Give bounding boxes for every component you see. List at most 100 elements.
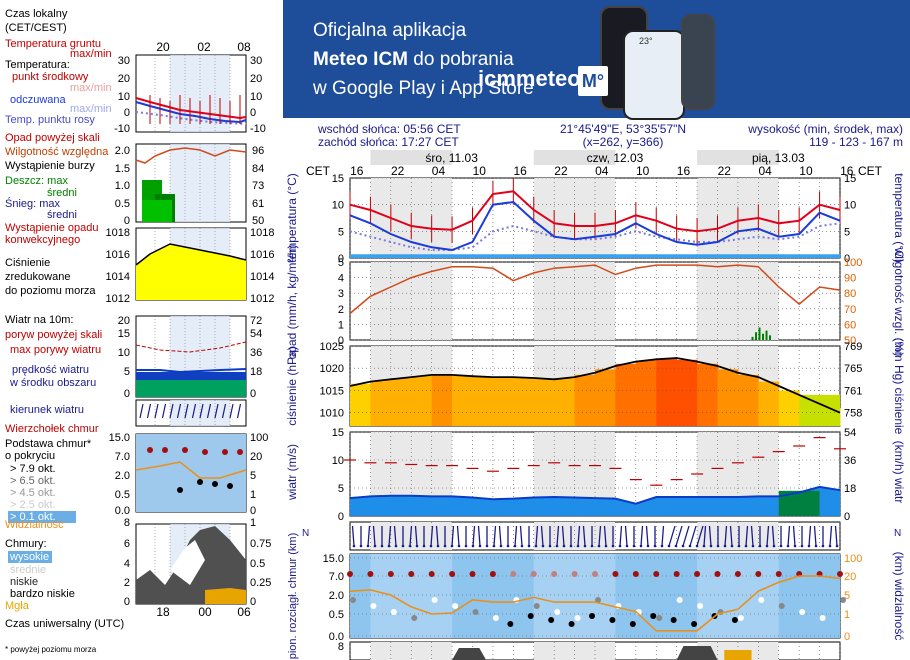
cloud-base-dot: [472, 609, 479, 615]
wind-direction-dot: [751, 544, 755, 548]
legend-wind-arrow: [199, 403, 204, 419]
legend-precip-tick-left: 0: [124, 215, 130, 227]
legend-text-8: max/min: [70, 103, 112, 115]
temp-tick-left: 0: [338, 253, 344, 265]
wind-direction-arrow: [472, 525, 476, 547]
sunset-text: zachód słońca: 17:27 CET: [318, 135, 459, 149]
legend-temp-tick-left: 30: [118, 55, 130, 67]
humidity-axis-label: wilgotność wzgl. (%): [892, 247, 906, 357]
wind-direction-arrow: [435, 525, 439, 547]
cloud-axis-label: pion. rozciągł. chmur (km): [287, 533, 299, 660]
app-promo-banner[interactable]: Oficjalna aplikacja Meteo ICM do pobrani…: [283, 0, 910, 120]
cloud-base-dot: [350, 597, 356, 603]
cloud-top-dot: [714, 571, 721, 577]
wind-direction-dot: [835, 544, 839, 548]
legend-dew-line: [135, 111, 247, 125]
legend-cover-white: [170, 540, 205, 585]
wind-direction-arrow: [771, 525, 775, 547]
legend-text-39: średnie: [10, 564, 46, 576]
humidity-tick-right: 50: [844, 335, 856, 347]
wind-tick-right: 36: [844, 455, 856, 467]
wind-direction-dot: [541, 544, 545, 548]
cloud-tick-left: 7.0: [329, 571, 344, 583]
wind-direction-dot: [723, 544, 727, 548]
cloud-top-dot: [571, 571, 578, 577]
wind-tick-right: 0: [844, 511, 850, 523]
legend-wind-tick-right: 0: [250, 388, 256, 400]
hour-tick-label: 22: [718, 164, 732, 178]
cloud-low-dot: [609, 617, 616, 623]
legend-text-3: max/min: [70, 48, 112, 60]
legend-temp-tick-right: -10: [250, 123, 266, 135]
legend-text-21: do poziomu morza: [5, 285, 96, 297]
wind-tick-left: 15: [332, 427, 344, 439]
legend-wind-arrow: [169, 403, 174, 419]
legend-wind-tick-right: 54: [250, 328, 262, 340]
wind-direction-dot: [380, 544, 384, 548]
wind-direction-dot: [772, 544, 776, 548]
wind-direction-dot: [436, 544, 440, 548]
wind-direction-dot: [394, 544, 398, 548]
cloud-base-dot: [697, 603, 704, 609]
wind-direction-arrow: [367, 525, 371, 547]
day-label-1: czw, 12.03: [587, 151, 644, 165]
phone-mockup-side: [681, 14, 715, 110]
legend-text-16: średni: [47, 209, 77, 221]
banner-line-2-rest: do pobrania: [408, 49, 514, 70]
wind-direction-dot: [478, 544, 482, 548]
vis-tick-right: 5: [844, 590, 850, 602]
wind-direction-arrow: [582, 525, 586, 547]
hour-tick-label: 22: [554, 164, 568, 178]
pressure-fill: [737, 374, 759, 426]
wind-direction-arrow: [729, 525, 733, 547]
cloud-base-dot: [595, 597, 601, 603]
legend-cover-tick-right: 0: [250, 596, 256, 608]
legend-cloud-tick-left: 2.0: [115, 470, 130, 482]
legend-top-hour: 20: [156, 40, 170, 54]
legend-bottom-hour: 18: [156, 605, 170, 619]
legend-bottom-hour: 06: [237, 605, 251, 619]
header-night-1: [370, 150, 453, 165]
wind-direction-dot: [443, 544, 447, 548]
cloud-top-dot: [428, 571, 435, 577]
hour-tick-label: 04: [432, 164, 446, 178]
hour-tick-label: 16: [677, 164, 691, 178]
pressure-fill: [452, 375, 473, 426]
legend-text-20: zredukowane: [5, 271, 70, 283]
cloud-top-dot: [530, 571, 537, 577]
legend-cover-tick-right: 0.75: [250, 538, 271, 550]
wind-direction-dot: [821, 544, 825, 548]
wind-direction-arrow: [834, 525, 838, 547]
hour-tick-label: 10: [799, 164, 813, 178]
wind-direction-arrow: [535, 525, 539, 547]
legend-wind-tick-left: 15: [118, 328, 130, 340]
vis-axis-label: (km) widzialność: [892, 552, 906, 641]
legend-pres-tick-left: 1014: [106, 271, 130, 283]
cloud-top-dot: [489, 571, 496, 577]
temperature-line: [349, 190, 841, 233]
legend-text-42: Mgła: [5, 600, 30, 612]
pressure-fill: [350, 383, 371, 426]
pressure-fill: [676, 359, 698, 426]
cloud-low-dot: [691, 621, 698, 627]
wind-direction-arrow: [498, 525, 502, 547]
banner-line-2: Meteo ICM do pobrania: [313, 45, 534, 74]
cloud-top-dot: [632, 571, 639, 577]
wind-tick-left: 10: [332, 455, 344, 467]
wind-tick-left: 5: [338, 483, 344, 495]
cloud-top-dot: [449, 571, 456, 577]
cloud-low-dot: [650, 613, 657, 619]
night-band: [533, 262, 616, 340]
wind-direction-dot: [457, 544, 461, 548]
legend-cloud-tick-left: 15.0: [109, 432, 130, 444]
legend-text-10: Opad powyżej skali: [5, 132, 100, 144]
cloud-top-dot: [653, 571, 660, 577]
legend-wind-fill-2: [136, 380, 246, 397]
legend-cloud-dot: [197, 479, 203, 485]
legend-pres-tick-right: 1014: [250, 271, 274, 283]
legend-fog-fill: [205, 588, 246, 604]
cloud-low-dot: [548, 617, 555, 623]
legend-text-15: Śnieg: max: [5, 197, 61, 210]
pressure-fill: [370, 380, 392, 426]
legend-text-23: poryw powyżej skali: [5, 329, 102, 341]
